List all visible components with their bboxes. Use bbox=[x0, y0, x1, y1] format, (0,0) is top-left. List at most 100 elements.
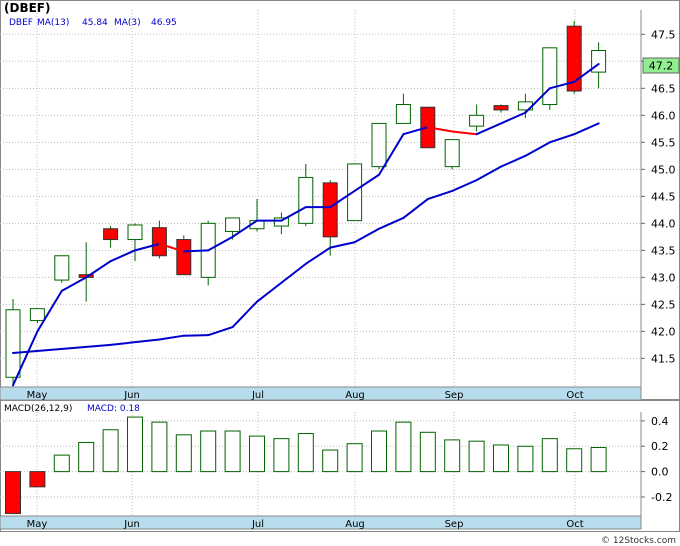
candle-body bbox=[273, 217, 289, 227]
last-price-label: 47.2 bbox=[649, 60, 674, 73]
macd-histogram bbox=[5, 416, 607, 514]
macd-bar bbox=[175, 434, 192, 473]
legend-ma3-label: MA(3) bbox=[114, 18, 141, 28]
macd-month-label: May bbox=[27, 519, 48, 530]
macd-bar bbox=[127, 416, 143, 473]
macd-bar bbox=[493, 444, 509, 473]
ma3-line-segment bbox=[402, 126, 429, 136]
candle-body bbox=[469, 114, 485, 127]
ma3-line-segment bbox=[475, 122, 502, 136]
candle-body bbox=[591, 50, 607, 73]
ma3-line-segment bbox=[548, 80, 576, 90]
macd-legend-label: MACD(26,12,9) bbox=[4, 404, 72, 414]
macd-bar bbox=[468, 440, 485, 473]
price-tick-label: 42.5 bbox=[651, 298, 676, 311]
macd-bar bbox=[541, 438, 558, 473]
macd-tick-label: -0.2 bbox=[651, 491, 672, 504]
candle-body bbox=[5, 309, 21, 378]
ma13-line-segment bbox=[182, 334, 210, 337]
ma3-line-segment bbox=[85, 260, 112, 279]
macd-bar bbox=[590, 447, 607, 473]
macd-bar bbox=[322, 449, 339, 473]
macd-month-label: Aug bbox=[345, 519, 365, 530]
ma3-line-segment bbox=[182, 249, 210, 253]
ma3-line-segment bbox=[109, 249, 136, 263]
macd-bar bbox=[200, 430, 217, 473]
legend-ma13-value: 45.84 bbox=[82, 18, 108, 28]
candle-body bbox=[493, 105, 509, 111]
ma13-line-segment bbox=[329, 241, 356, 249]
macd-bar bbox=[151, 421, 168, 473]
macd-bar bbox=[29, 471, 46, 488]
ma3-line-segment bbox=[451, 130, 478, 136]
price-tick-label: 45.0 bbox=[651, 163, 676, 176]
macd-bar bbox=[566, 448, 583, 473]
ma3-line-segment bbox=[60, 276, 88, 292]
candle-body bbox=[298, 176, 314, 224]
price-tick-label: 44.5 bbox=[651, 190, 676, 203]
candle-body bbox=[566, 25, 582, 92]
price-month-label: Aug bbox=[345, 390, 365, 401]
macd-bar bbox=[395, 421, 412, 473]
price-month-label: Jul bbox=[251, 390, 264, 401]
macd-tick-label: 0.4 bbox=[651, 415, 669, 428]
price-tick-label: 42.0 bbox=[651, 325, 676, 338]
macd-bar bbox=[53, 454, 70, 473]
moving-average-lines bbox=[12, 63, 600, 387]
macd-tick-label: 0.2 bbox=[651, 440, 669, 453]
price-month-label: May bbox=[27, 390, 48, 401]
ma13-line-segment bbox=[280, 262, 307, 284]
candle-body bbox=[542, 47, 558, 106]
legend-ma13-label: MA(13) bbox=[37, 18, 69, 28]
candle-body bbox=[176, 239, 192, 276]
ma3-line-segment bbox=[12, 330, 39, 387]
watermark: © 12Stocks.com bbox=[601, 536, 676, 546]
price-month-label: Sep bbox=[445, 390, 464, 401]
candle-body bbox=[29, 308, 45, 322]
price-tick-label: 43.5 bbox=[651, 244, 676, 257]
ma3-line-segment bbox=[231, 219, 258, 238]
ma13-line-segment bbox=[451, 179, 478, 192]
candle-body bbox=[54, 255, 70, 281]
price-tick-label: 43.0 bbox=[651, 271, 676, 284]
ma13-line-segment bbox=[524, 141, 551, 157]
legend-ma3-value: 46.95 bbox=[151, 18, 177, 28]
macd-tick-label: 0.0 bbox=[651, 466, 669, 479]
macd-bar bbox=[346, 443, 363, 473]
candle-body bbox=[103, 228, 119, 241]
ma13-line-segment bbox=[158, 334, 185, 341]
price-tick-label: 44.0 bbox=[651, 217, 676, 230]
price-tick-label: 46.0 bbox=[651, 109, 676, 122]
ma3-line-segment bbox=[36, 289, 63, 333]
candle-body bbox=[347, 163, 363, 222]
macd-y-axis: 0.4 0.2 0.0 -0.2 bbox=[641, 415, 672, 504]
macd-month-label: Sep bbox=[445, 519, 464, 530]
macd-bar bbox=[78, 441, 95, 473]
last-price-box bbox=[642, 57, 680, 74]
macd-month-label: Oct bbox=[566, 519, 583, 530]
price-x-axis: May Jun Jul Aug Sep Oct bbox=[27, 390, 584, 401]
macd-bar bbox=[102, 429, 119, 473]
price-month-label: Jun bbox=[123, 390, 140, 401]
ma3-line-segment bbox=[500, 111, 527, 125]
macd-bar bbox=[5, 471, 21, 514]
ma3-line-segment bbox=[353, 173, 380, 192]
ma13-line-segment bbox=[548, 133, 576, 144]
macd-x-axis: May Jun Jul Aug Sep Oct bbox=[27, 519, 584, 530]
macd-bar bbox=[419, 431, 436, 473]
ma13-line-segment bbox=[231, 300, 258, 329]
macd-bar bbox=[273, 438, 290, 473]
macd-month-axis-band bbox=[0, 515, 642, 530]
ma3-line-segment bbox=[426, 126, 454, 133]
macd-bar bbox=[444, 439, 461, 473]
ma3-line-segment bbox=[573, 63, 600, 83]
ma3-line-segment bbox=[134, 242, 161, 252]
price-tick-label: 47.5 bbox=[651, 28, 676, 41]
ma13-line-segment bbox=[378, 216, 405, 230]
ma13-line-segment bbox=[353, 227, 380, 244]
ma13-line-segment bbox=[500, 154, 527, 168]
candle-body bbox=[151, 227, 167, 257]
ma13-line-segment bbox=[304, 246, 332, 265]
ma3-line-segment bbox=[524, 87, 551, 114]
